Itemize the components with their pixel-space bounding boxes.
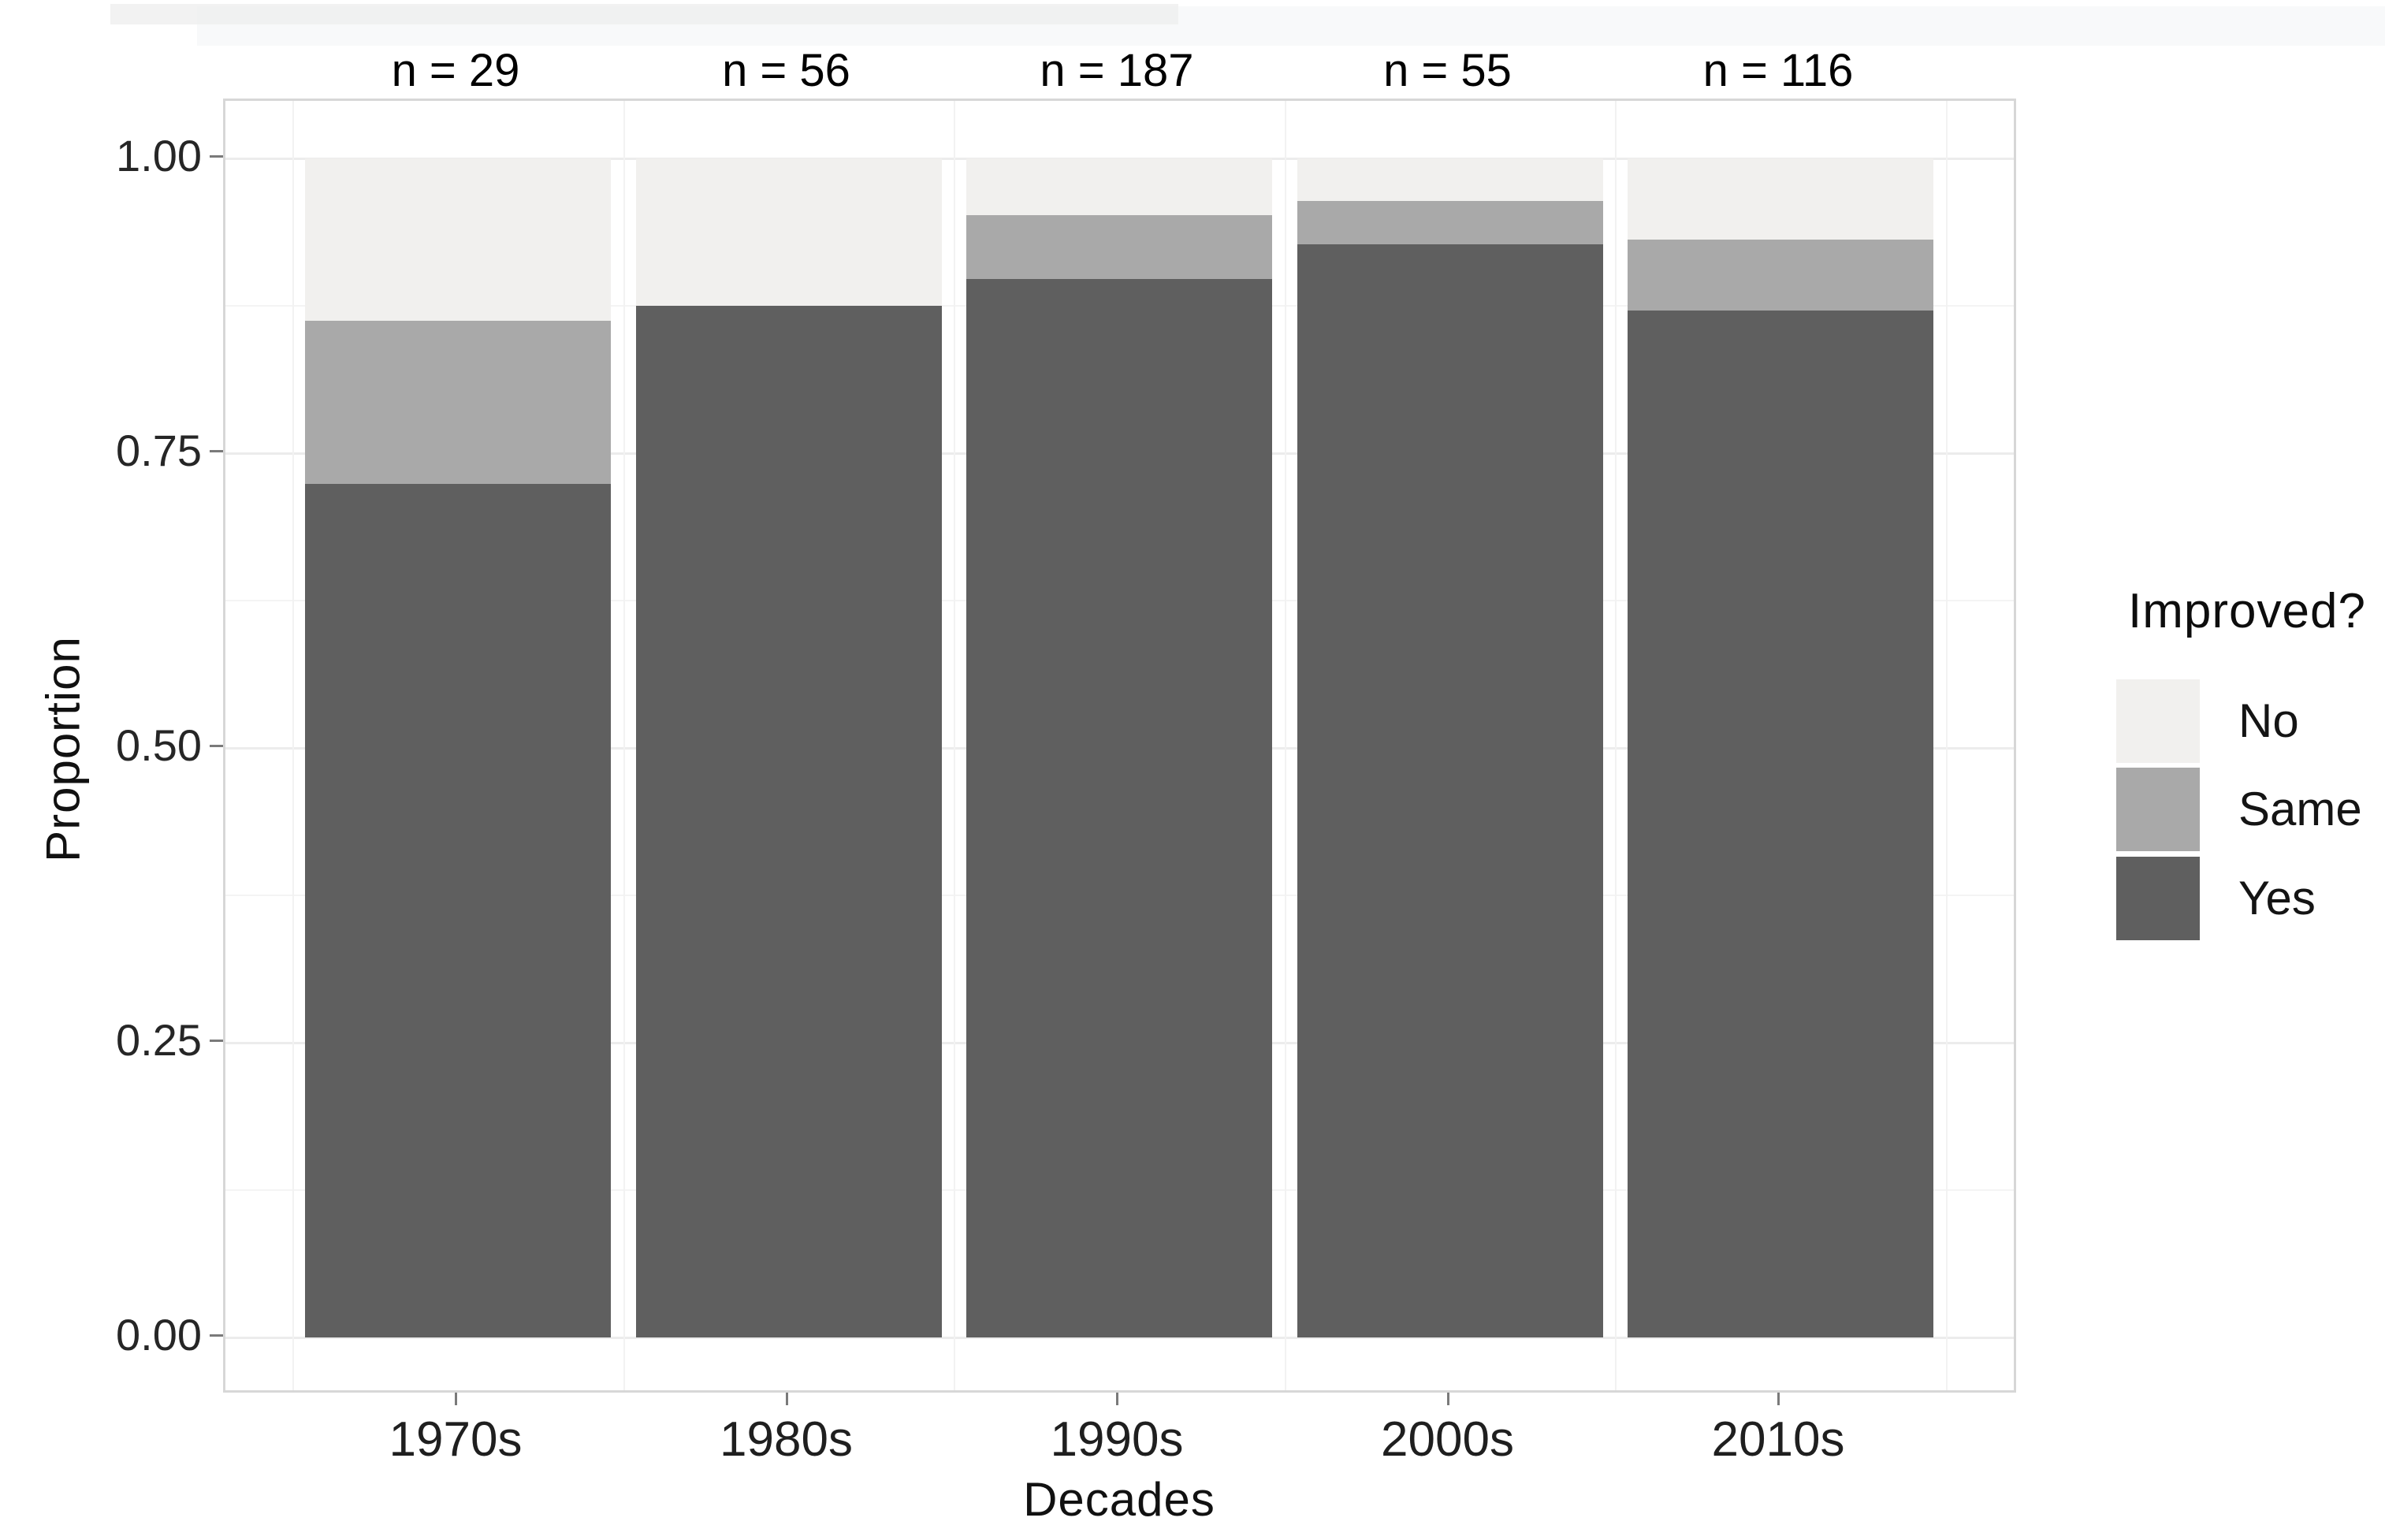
- x-tick-label-1970s: 1970s: [389, 1412, 523, 1467]
- major-gridline: [225, 1337, 2014, 1339]
- x-tick-mark: [1446, 1393, 1449, 1405]
- y-tick-mark: [210, 745, 223, 747]
- x-tick-mark: [785, 1393, 788, 1405]
- y-axis-title: Proportion: [36, 636, 90, 862]
- y-tick-label: 0.00: [116, 1310, 202, 1360]
- bar-segment-1970s-yes: [305, 483, 611, 1337]
- n-count-label-1990s: n = 187: [1040, 45, 1194, 96]
- n-count-label-2010s: n = 116: [1702, 45, 1854, 96]
- bar-segment-1970s-no: [305, 158, 611, 322]
- y-tick-mark: [210, 450, 223, 452]
- legend-key-no: [2116, 679, 2200, 763]
- x-tick-label-1990s: 1990s: [1050, 1412, 1184, 1467]
- y-tick-label: 1.00: [116, 131, 202, 180]
- y-tick-label: 0.25: [116, 1015, 202, 1065]
- legend-title: Improved?: [2128, 584, 2366, 638]
- y-tick-mark: [210, 155, 223, 158]
- bar-segment-2010s-yes: [1628, 310, 1933, 1337]
- bar-segment-1980s-no: [635, 158, 942, 306]
- x-tick-label-1980s: 1980s: [720, 1412, 853, 1467]
- x-tick-mark: [455, 1393, 457, 1405]
- vertical-minor-gridline: [292, 101, 295, 1390]
- scan-artifact-band: [110, 4, 1178, 24]
- bar-segment-2000s-no: [1297, 158, 1603, 201]
- x-tick-mark: [1116, 1393, 1118, 1405]
- legend-label-no: No: [2238, 694, 2299, 747]
- x-tick-label-2000s: 2000s: [1381, 1412, 1514, 1467]
- bar-segment-1970s-same: [305, 321, 611, 484]
- x-tick-mark: [1777, 1393, 1780, 1405]
- y-tick-mark: [210, 1334, 223, 1337]
- bar-segment-2010s-no: [1628, 158, 1933, 240]
- vertical-minor-gridline: [954, 101, 956, 1390]
- bar-segment-2000s-yes: [1297, 244, 1603, 1337]
- legend-key-same: [2116, 768, 2200, 851]
- x-tick-label-2010s: 2010s: [1711, 1412, 1845, 1467]
- legend-label-yes: Yes: [2238, 872, 2316, 924]
- plot-panel: [223, 99, 2016, 1393]
- legend-key-yes: [2116, 857, 2200, 940]
- vertical-minor-gridline: [1945, 101, 1948, 1390]
- vertical-minor-gridline: [623, 101, 625, 1390]
- vertical-minor-gridline: [1615, 101, 1617, 1390]
- bar-segment-1990s-same: [966, 214, 1272, 279]
- n-count-label-1970s: n = 29: [391, 45, 520, 96]
- bar-segment-1980s-yes: [635, 306, 942, 1337]
- y-tick-mark: [210, 1040, 223, 1042]
- x-axis-title: Decades: [1023, 1473, 1215, 1526]
- legend-label-same: Same: [2238, 783, 2362, 835]
- bar-segment-1990s-yes: [966, 278, 1272, 1337]
- bar-segment-2000s-same: [1297, 200, 1603, 245]
- vertical-minor-gridline: [1284, 101, 1286, 1390]
- bar-segment-2010s-same: [1628, 240, 1933, 311]
- y-tick-label: 0.75: [116, 426, 202, 475]
- y-tick-label: 0.50: [116, 720, 202, 770]
- n-count-label-1980s: n = 56: [722, 45, 850, 96]
- bar-segment-1990s-no: [966, 158, 1272, 215]
- n-count-label-2000s: n = 55: [1383, 45, 1512, 96]
